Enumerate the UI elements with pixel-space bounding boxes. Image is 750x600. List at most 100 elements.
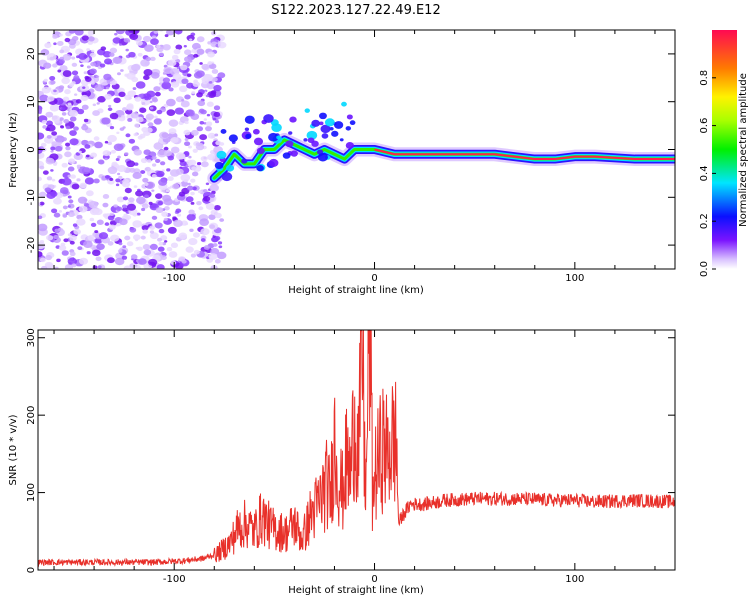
spectrogram-noise-speck xyxy=(76,214,83,220)
spectrogram-noise-speck xyxy=(156,264,165,269)
spectrogram-noise-speck xyxy=(208,63,217,70)
spectrogram-noise-speck xyxy=(128,138,136,144)
spectrogram-noise-speck xyxy=(184,56,192,63)
spectrogram-noise-speck xyxy=(211,68,219,74)
spectrogram-noise-speck xyxy=(112,37,121,44)
spectrogram-noise-speck xyxy=(179,64,188,71)
spectrogram-signal-blob xyxy=(341,101,347,107)
spectrogram-noise-speck xyxy=(110,149,116,154)
spectrogram-noise-speck xyxy=(164,240,168,243)
spectrogram-noise-speck xyxy=(88,36,95,42)
colorbar-tick-label: 0.6 xyxy=(699,118,710,134)
spectrogram-noise-speck xyxy=(135,246,140,250)
spectrogram-noise-speck xyxy=(196,162,202,166)
spectrogram-noise-speck xyxy=(96,219,104,225)
spectrogram-noise-speck xyxy=(200,228,210,236)
spectrogram-noise-speck xyxy=(74,30,84,36)
spectrogram-noise-speck xyxy=(185,109,195,117)
spectrogram-noise-speck xyxy=(78,257,89,265)
spectrogram-noise-speck xyxy=(117,164,127,173)
spectrogram-noise-speck xyxy=(155,207,164,214)
spectrogram-y-tick-label: -20 xyxy=(26,237,37,253)
spectrogram-noise-speck xyxy=(196,92,203,98)
spectrogram-noise-speck xyxy=(196,126,204,132)
spectrogram-noise-speck xyxy=(158,178,168,186)
spectrogram-noise-speck xyxy=(95,75,100,78)
spectrogram-signal-blob xyxy=(306,130,318,140)
spectrogram-noise-speck xyxy=(188,155,192,159)
spectrogram-noise-speck xyxy=(153,118,162,125)
spectrogram-noise-speck xyxy=(50,150,54,153)
spectrogram-noise-speck xyxy=(140,158,148,164)
spectrogram-noise-speck xyxy=(61,162,68,168)
spectrogram-noise-speck xyxy=(166,109,176,116)
spectrogram-noise-speck xyxy=(105,86,110,90)
spectrogram-noise-speck xyxy=(170,260,177,265)
spectrogram-noise-speck xyxy=(185,246,194,253)
spectrogram-noise-speck xyxy=(89,68,97,75)
spectrogram-noise-speck xyxy=(104,222,110,226)
spectrogram-noise-speck xyxy=(89,217,95,222)
spectrogram-noise-speck xyxy=(191,91,196,95)
spectrogram-noise-speck xyxy=(122,178,129,184)
spectrogram-signal-blob xyxy=(285,140,294,148)
spectrogram-noise-speck xyxy=(62,53,72,61)
spectrogram-noise-speck xyxy=(160,173,164,177)
spectrogram-noise-speck xyxy=(126,72,136,80)
spectrogram-noise-speck xyxy=(116,196,125,203)
spectrogram-noise-speck xyxy=(62,96,70,102)
spectrogram-noise-speck xyxy=(158,228,165,234)
spectrogram-noise-speck xyxy=(113,143,124,152)
spectrogram-y-tick-label: -10 xyxy=(26,189,37,205)
spectrogram-noise-speck xyxy=(146,90,156,98)
spectrogram-noise-speck xyxy=(121,204,128,209)
spectrogram-noise-speck xyxy=(186,34,195,42)
spectrogram-noise-speck xyxy=(171,54,179,60)
spectrogram-noise-speck xyxy=(144,194,149,199)
spectrogram-noise-speck xyxy=(173,48,181,55)
spectrogram-noise-speck xyxy=(144,168,148,171)
spectrogram-noise-speck xyxy=(54,266,59,269)
spectrogram-noise-speck xyxy=(200,109,207,115)
spectrogram-noise-speck xyxy=(181,78,189,85)
spectrogram-noise-speck xyxy=(80,94,89,101)
spectrogram-noise-speck xyxy=(92,103,97,107)
snr-panel: -100 0 100 0 100 200 300 Height of straight li… xyxy=(8,328,676,596)
spectrogram-noise-speck xyxy=(97,159,105,165)
spectrogram-signal-blob xyxy=(324,118,335,127)
spectrogram-noise-speck xyxy=(76,178,81,182)
spectrogram-noise-speck xyxy=(172,73,182,81)
spectrogram-noise-speck xyxy=(90,81,95,85)
spectrogram-noise-speck xyxy=(51,178,56,182)
spectrogram-noise-speck xyxy=(211,77,218,82)
spectrogram-noise-speck xyxy=(197,190,202,194)
spectrogram-noise-speck xyxy=(80,64,84,68)
spectrogram-noise-speck xyxy=(76,108,85,115)
spectrogram-noise-speck xyxy=(143,68,153,76)
spectrogram-noise-speck xyxy=(140,170,146,174)
spectrogram-noise-speck xyxy=(163,217,168,221)
spectrogram-noise-speck xyxy=(50,80,56,85)
spectrogram-noise-speck xyxy=(83,71,88,75)
spectrogram-noise-speck xyxy=(191,42,201,50)
spectrogram-noise-speck xyxy=(170,146,180,154)
spectrogram-noise-speck xyxy=(214,119,220,124)
spectrogram-noise-speck xyxy=(58,222,63,226)
spectrogram-noise-speck xyxy=(96,243,105,250)
spectrogram-signal-blob xyxy=(334,121,344,129)
spectrogram-noise-speck xyxy=(71,62,78,67)
spectrogram-noise-speck xyxy=(156,109,163,115)
spectrogram-noise-speck xyxy=(186,213,196,221)
spectrogram-noise-speck xyxy=(67,195,72,199)
spectrogram-noise-speck xyxy=(69,130,77,136)
colorbar-ticks: 0.0 0.2 0.4 0.6 0.8 xyxy=(699,70,716,277)
spectrogram-noise-speck xyxy=(59,33,63,37)
spectrogram-noise-speck xyxy=(115,158,120,161)
spectrogram-noise-speck xyxy=(78,150,82,154)
snr-x-tick-label: 100 xyxy=(565,574,584,585)
spectrogram-noise-speck xyxy=(180,100,190,108)
spectrogram-noise-speck xyxy=(191,171,199,177)
snr-x-tick-label: 0 xyxy=(371,574,377,585)
spectrogram-noise-speck xyxy=(141,225,149,231)
spectrogram-noise-speck xyxy=(153,115,158,119)
